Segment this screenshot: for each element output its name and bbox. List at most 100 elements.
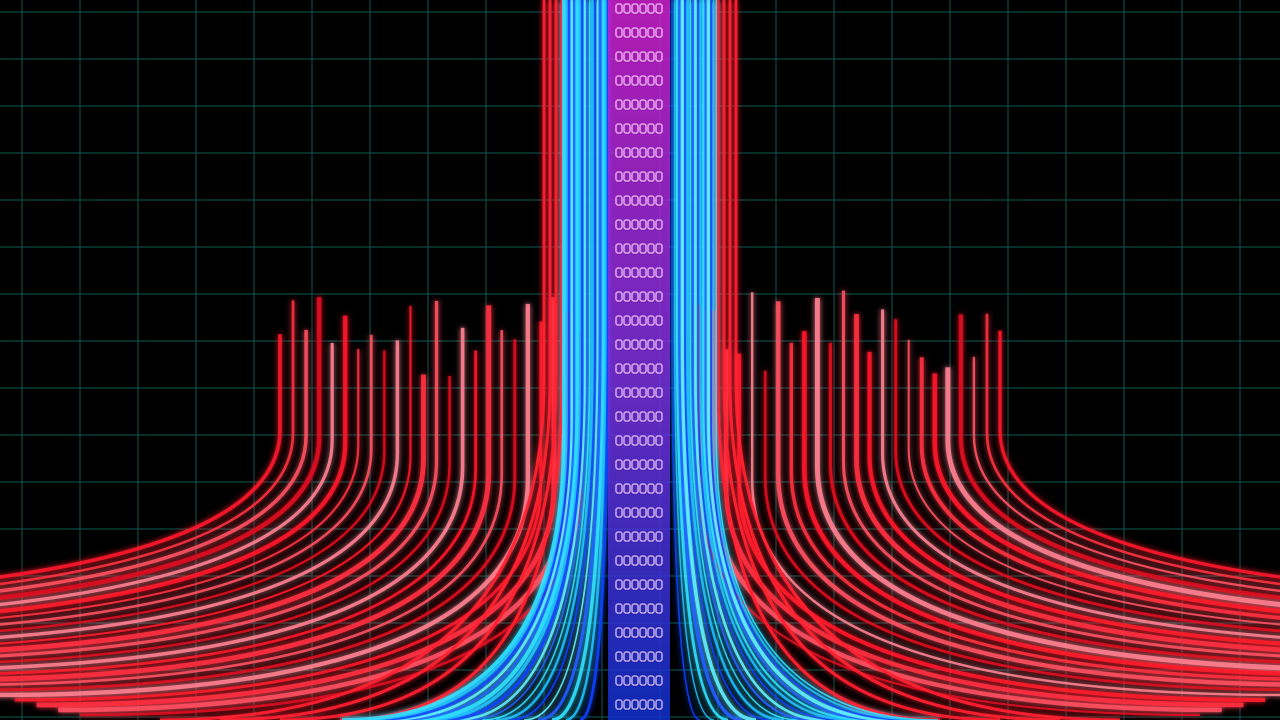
- glyph: [639, 363, 647, 374]
- blue-streak: [341, 0, 566, 720]
- glyph: [655, 699, 663, 710]
- glyph: [647, 675, 655, 686]
- glyph: [623, 123, 631, 134]
- glyph: [631, 195, 639, 206]
- red-streak: [881, 309, 1280, 639]
- glyph: [631, 507, 639, 518]
- blue-streak: [706, 0, 897, 720]
- blue-streak: [383, 0, 573, 720]
- red-streak: [0, 350, 478, 675]
- glyph: [623, 243, 631, 254]
- glyph: [615, 411, 623, 422]
- glyph: [631, 75, 639, 86]
- blue-streak: [565, 0, 607, 720]
- glyph: [615, 27, 623, 38]
- glyph: [623, 291, 631, 302]
- glyph: [615, 459, 623, 470]
- glyph: [655, 123, 663, 134]
- glyph: [623, 51, 631, 62]
- red-streak: [734, 0, 1121, 720]
- glyph: [615, 219, 623, 230]
- glyph: [639, 579, 647, 590]
- glyph: [615, 627, 623, 638]
- glyph: [615, 171, 623, 182]
- glyph: [631, 699, 639, 710]
- glyph: [623, 363, 631, 374]
- glyph: [655, 507, 663, 518]
- glyph: [647, 459, 655, 470]
- glyph: [631, 267, 639, 278]
- glyph: [639, 27, 647, 38]
- glyph: [615, 267, 623, 278]
- red-streak: [828, 342, 1280, 664]
- glyph: [623, 387, 631, 398]
- glyph: [647, 531, 655, 542]
- glyph: [623, 603, 631, 614]
- glyph: [655, 483, 663, 494]
- blue-streak: [686, 0, 785, 720]
- glyph: [655, 627, 663, 638]
- blue-streak: [579, 0, 610, 720]
- glyph: [639, 99, 647, 110]
- red-streak: [0, 329, 308, 593]
- glyph: [655, 315, 663, 326]
- blue-streak: [694, 0, 827, 720]
- glyph: [631, 435, 639, 446]
- glyph: [631, 555, 639, 566]
- glyph: [639, 123, 647, 134]
- glyph: [615, 339, 623, 350]
- glyph: [615, 243, 623, 254]
- glyph: [655, 171, 663, 182]
- blue-streak: [467, 0, 589, 720]
- red-streak: [728, 0, 1061, 720]
- glyph: [623, 99, 631, 110]
- glyph: [631, 27, 639, 38]
- glyph: [639, 75, 647, 86]
- blue-streak: [411, 0, 579, 720]
- glyph: [615, 195, 623, 206]
- glyph: [647, 243, 655, 254]
- glyph: [623, 219, 631, 230]
- glyph: [639, 171, 647, 182]
- glyph: [647, 627, 655, 638]
- blue-streak: [397, 0, 576, 720]
- glyph: [615, 291, 623, 302]
- glyph: [615, 387, 623, 398]
- glyph: [647, 219, 655, 230]
- glyph: [623, 147, 631, 158]
- glyph: [631, 627, 639, 638]
- glyph: [655, 267, 663, 278]
- glyph: [655, 219, 663, 230]
- blue-streak: [675, 0, 729, 720]
- glyph: [639, 651, 647, 662]
- red-streak: [716, 0, 941, 720]
- glyph: [639, 51, 647, 62]
- red-streak: [0, 374, 426, 653]
- glyph: [631, 99, 639, 110]
- red-streak: [763, 370, 1280, 692]
- glyph: [647, 75, 655, 86]
- red-streak: [0, 339, 517, 692]
- glyph: [647, 435, 655, 446]
- glyph: [647, 555, 655, 566]
- glyph: [639, 339, 647, 350]
- glyph: [647, 339, 655, 350]
- glyph: [631, 123, 639, 134]
- glyph: [655, 99, 663, 110]
- blue-streak: [537, 0, 602, 720]
- glyph: [639, 195, 647, 206]
- red-streak: [0, 334, 282, 579]
- glyph: [655, 435, 663, 446]
- glyph: [615, 651, 623, 662]
- red-streak: [0, 330, 504, 686]
- glyph: [631, 579, 639, 590]
- red-streak: [0, 305, 492, 682]
- glyph: [647, 315, 655, 326]
- red-streak: [972, 356, 1280, 593]
- blue-streak: [680, 0, 757, 720]
- glyph: [623, 507, 631, 518]
- glyph: [615, 555, 623, 566]
- glyph: [647, 267, 655, 278]
- glyph: [615, 579, 623, 590]
- glyph: [631, 483, 639, 494]
